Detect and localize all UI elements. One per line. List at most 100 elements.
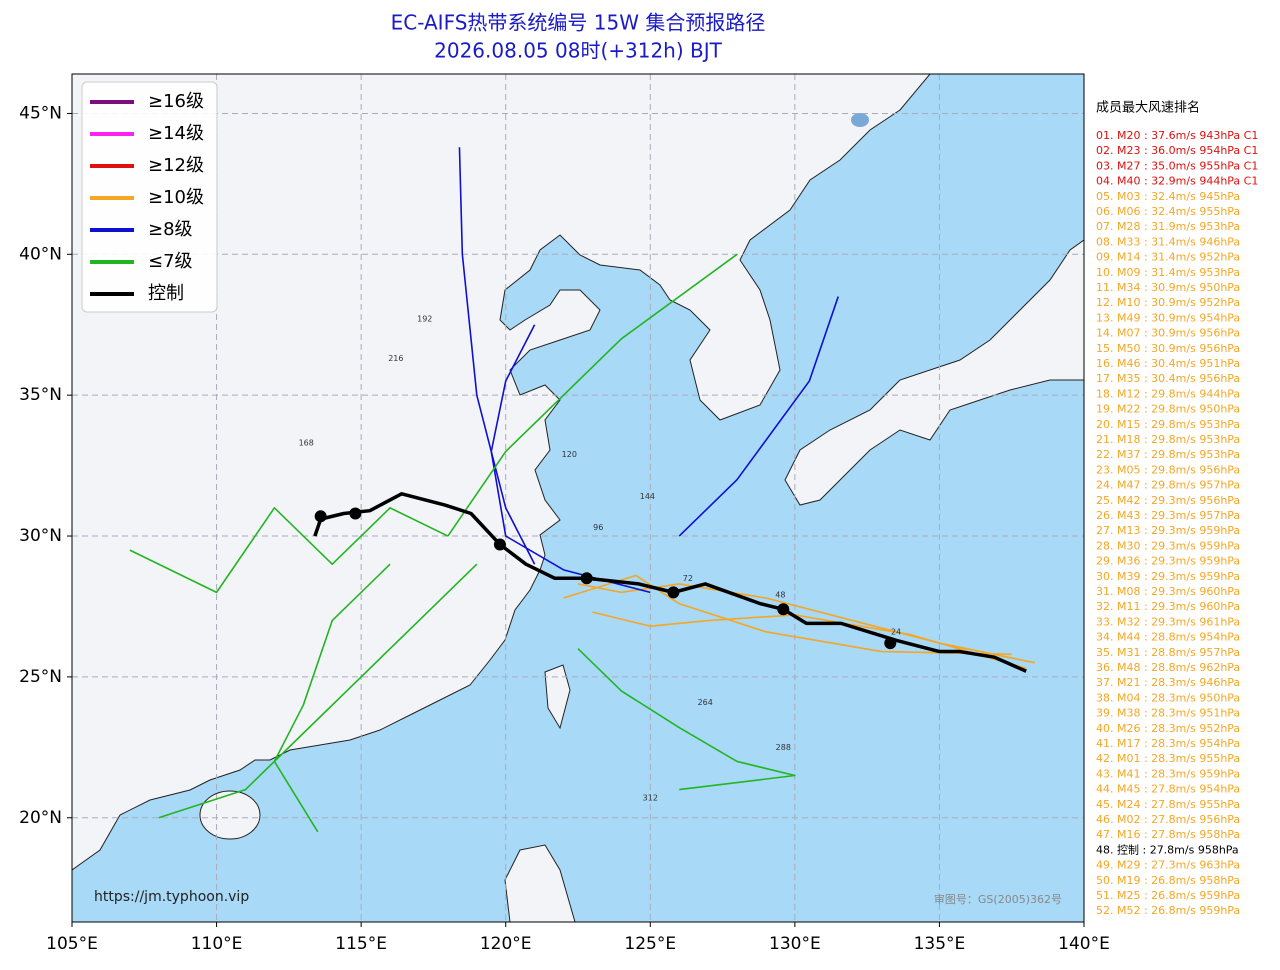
time-label: 312 <box>643 794 658 803</box>
ranking-entry: 20. M15 : 29.8m/s 953hPa <box>1096 418 1240 431</box>
ranking-entry: 49. M29 : 27.3m/s 963hPa <box>1096 859 1240 872</box>
ranking-entry: 01. M20 : 37.6m/s 943hPa C1 <box>1096 129 1258 142</box>
ranking-title: 成员最大风速排名 <box>1096 100 1200 116</box>
lake <box>851 113 869 127</box>
legend-label: ≥14级 <box>148 123 204 144</box>
time-label: 288 <box>776 743 791 752</box>
ranking-entry: 44. M45 : 27.8m/s 954hPa <box>1096 783 1240 796</box>
legend-box <box>81 81 218 313</box>
ranking-entry: 36. M48 : 28.8m/s 962hPa <box>1096 661 1240 674</box>
control-track <box>313 492 1027 673</box>
ranking-entry: 17. M35 : 30.4m/s 956hPa <box>1096 372 1240 385</box>
y-tick-label: 25°N <box>19 667 62 687</box>
ranking-entry: 30. M39 : 29.3m/s 959hPa <box>1096 570 1240 583</box>
x-tick-label: 115°E <box>335 934 387 954</box>
ranking-entry: 16. M46 : 30.4m/s 951hPa <box>1096 357 1240 370</box>
ranking-entry: 50. M19 : 26.8m/s 958hPa <box>1096 874 1240 887</box>
ranking-entry: 28. M30 : 29.3m/s 959hPa <box>1096 539 1240 552</box>
x-tick-label: 130°E <box>769 934 821 954</box>
ranking-entry: 35. M31 : 28.8m/s 957hPa <box>1096 646 1240 659</box>
ranking-entry: 47. M16 : 27.8m/s 958hPa <box>1096 828 1240 841</box>
ranking-entry: 08. M33 : 31.4m/s 946hPa <box>1096 235 1240 248</box>
ranking-entry: 09. M14 : 31.4m/s 952hPa <box>1096 251 1240 264</box>
subtitle: 2026.08.05 08时(+312h) BJT <box>434 39 723 63</box>
ensemble-track <box>577 648 796 791</box>
ensemble-track <box>158 563 478 819</box>
ranking-entry: 02. M23 : 36.0m/s 954hPa C1 <box>1096 144 1258 157</box>
time-label: 192 <box>417 315 432 324</box>
ranking: 01. M20 : 37.6m/s 943hPa C1 02. M23 : 36.… <box>1096 129 1258 917</box>
ranking-entry: 19. M22 : 29.8m/s 950hPa <box>1096 403 1240 416</box>
ranking-entry: 05. M03 : 32.4m/s 945hPa <box>1096 190 1240 203</box>
time-label: 168 <box>299 439 314 448</box>
y-tick-label: 20°N <box>19 808 62 828</box>
ranking-entry: 33. M32 : 29.3m/s 961hPa <box>1096 615 1240 628</box>
control-marker <box>349 507 362 520</box>
ranking-entry: 26. M43 : 29.3m/s 957hPa <box>1096 509 1240 522</box>
ranking-entry: 42. M01 : 28.3m/s 955hPa <box>1096 752 1240 765</box>
title: EC-AIFS热带系统编号 15W 集合预报路径 <box>391 11 766 35</box>
time-label: 24 <box>891 627 901 636</box>
ensemble-track <box>273 563 391 833</box>
ranking-entry: 43. M41 : 28.3m/s 959hPa <box>1096 767 1240 780</box>
ranking-entry: 04. M40 : 32.9m/s 944hPa C1 <box>1096 175 1258 188</box>
ranking-entry: 29. M36 : 29.3m/s 959hPa <box>1096 555 1240 568</box>
legend-label: ≥10级 <box>148 187 204 208</box>
ranking-entry: 37. M21 : 28.3m/s 946hPa <box>1096 676 1240 689</box>
x-tick-label: 110°E <box>191 934 243 954</box>
review-number: 审图号：GS(2005)362号 <box>934 892 1062 906</box>
ranking-entry: 24. M47 : 29.8m/s 957hPa <box>1096 479 1240 492</box>
ranking-entry: 18. M12 : 29.8m/s 944hPa <box>1096 387 1240 400</box>
ranking-entry: 48. 控制 : 27.8m/s 958hPa <box>1096 842 1239 856</box>
control-marker <box>493 538 506 551</box>
ranking-entry: 25. M42 : 29.3m/s 956hPa <box>1096 494 1240 507</box>
ensemble-track <box>563 574 1012 656</box>
ranking-entry: 39. M38 : 28.3m/s 951hPa <box>1096 707 1240 720</box>
x-tick-label: 140°E <box>1058 934 1110 954</box>
ranking-entry: 07. M28 : 31.9m/s 953hPa <box>1096 220 1240 233</box>
ranking-entry: 13. M49 : 30.9m/s 954hPa <box>1096 311 1240 324</box>
ranking-entry: 11. M34 : 30.9m/s 950hPa <box>1096 281 1240 294</box>
ranking-entry: 40. M26 : 28.3m/s 952hPa <box>1096 722 1240 735</box>
x-tick-label: 125°E <box>624 934 676 954</box>
control-marker <box>777 603 790 616</box>
time-label: 96 <box>593 523 603 532</box>
ensemble-track <box>129 507 449 594</box>
tracks: 24 48 72 96 120 144 168 192 216 264 288 312 <box>129 147 1036 833</box>
luzon <box>504 844 576 922</box>
legend-label: 控制 <box>148 283 184 304</box>
ranking-entry: 27. M13 : 29.3m/s 959hPa <box>1096 524 1240 537</box>
axes: 105°E 110°E 115°E 120°E 125°E 130°E 135°E 140°E… <box>19 103 1110 954</box>
ranking-entry: 06. M06 : 32.4m/s 955hPa <box>1096 205 1240 218</box>
frame <box>71 73 1085 923</box>
control-marker <box>314 510 327 523</box>
ranking-entry: 12. M10 : 30.9m/s 952hPa <box>1096 296 1240 309</box>
ensemble-track <box>458 147 536 565</box>
ranking-entry: 52. M52 : 26.8m/s 959hPa <box>1096 904 1240 917</box>
x-tick-label: 105°E <box>46 934 98 954</box>
control-marker <box>884 637 897 650</box>
taiwan <box>544 664 571 730</box>
legend-label: ≥16级 <box>148 91 204 112</box>
ensemble-track <box>678 296 839 537</box>
ranking-entry: 15. M50 : 30.9m/s 956hPa <box>1096 342 1240 355</box>
ranking-entry: 38. M04 : 28.3m/s 950hPa <box>1096 691 1240 704</box>
ranking-entry: 22. M37 : 29.8m/s 953hPa <box>1096 448 1240 461</box>
ranking-entry: 34. M44 : 28.8m/s 954hPa <box>1096 631 1240 644</box>
time-label: 48 <box>775 591 785 600</box>
url: https://jm.typhoon.vip <box>94 889 249 905</box>
ranking-entry: 23. M05 : 29.8m/s 956hPa <box>1096 463 1240 476</box>
y-tick-label: 40°N <box>19 244 62 264</box>
control-marker <box>667 586 680 599</box>
time-label: 216 <box>388 354 403 363</box>
ensemble-track <box>447 253 738 537</box>
legend-label: ≤7级 <box>148 251 193 272</box>
ensemble-track <box>592 611 1027 670</box>
time-label: 72 <box>683 574 693 583</box>
ranking-entry: 46. M02 : 27.8m/s 956hPa <box>1096 813 1240 826</box>
ranking-entry: 21. M18 : 29.8m/s 953hPa <box>1096 433 1240 446</box>
ranking-entry: 32. M11 : 29.3m/s 960hPa <box>1096 600 1240 613</box>
time-label: 144 <box>640 492 655 501</box>
